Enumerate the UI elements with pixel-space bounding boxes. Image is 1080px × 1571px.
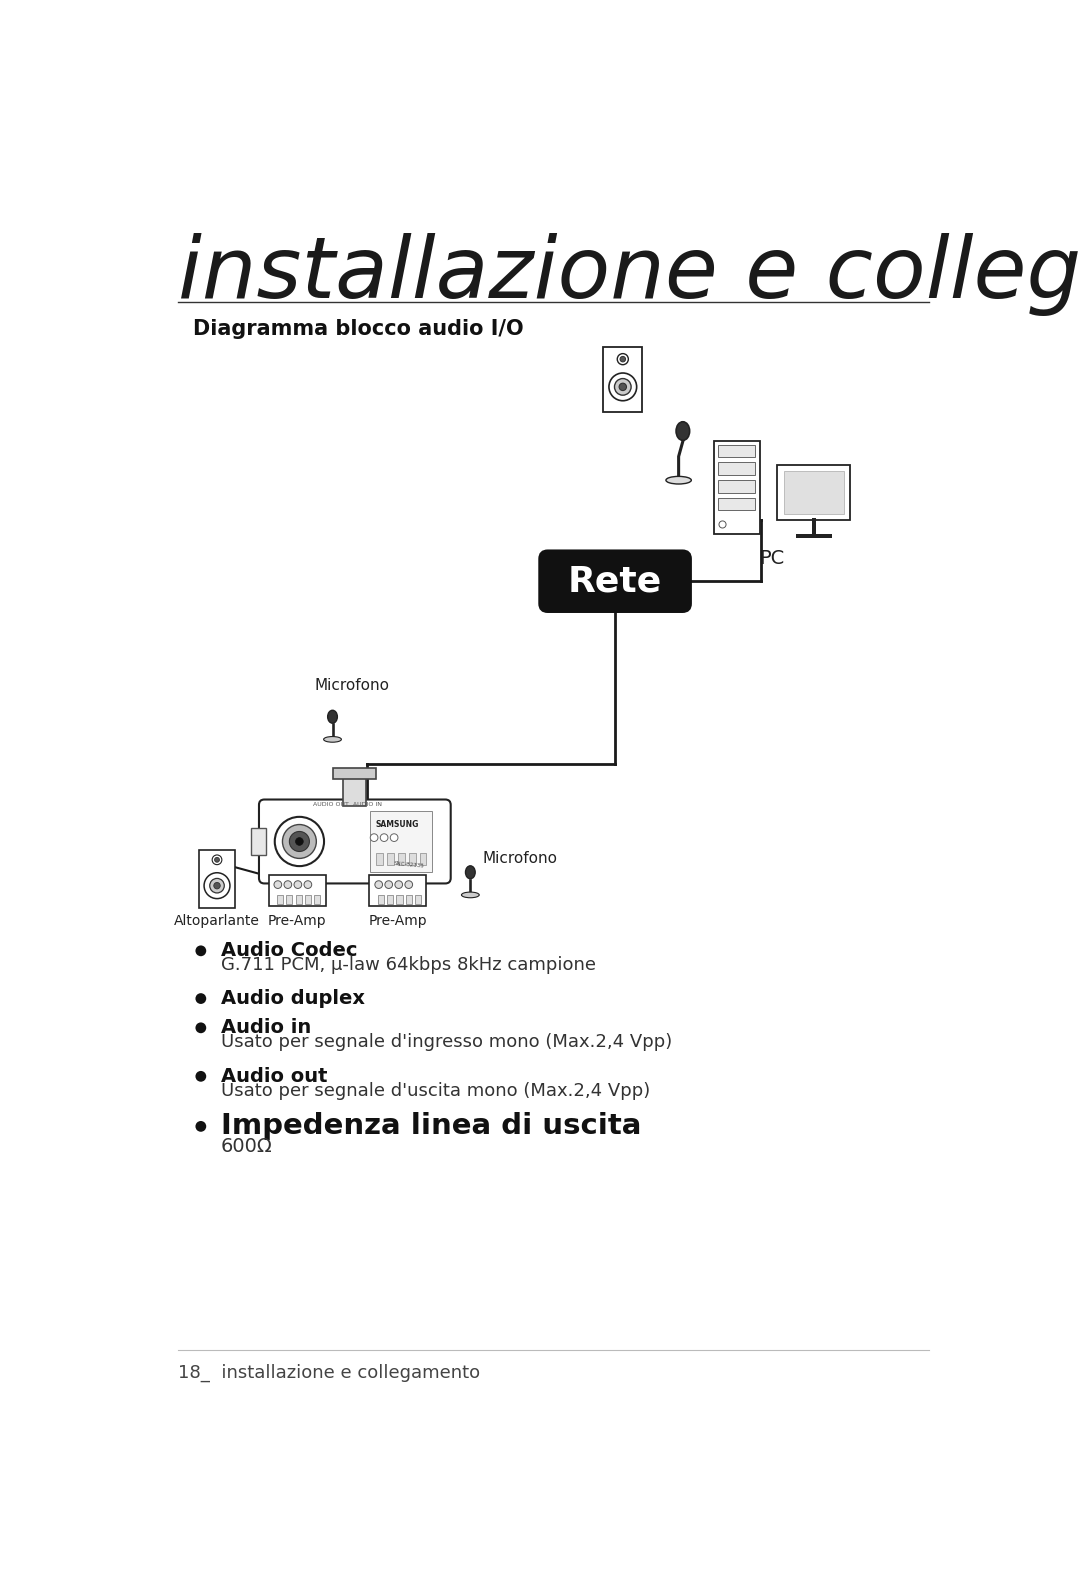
Bar: [314, 894, 320, 903]
Circle shape: [618, 353, 629, 364]
Text: Audio out: Audio out: [220, 1067, 327, 1086]
Text: Rete: Rete: [568, 564, 662, 599]
Ellipse shape: [465, 866, 475, 878]
Ellipse shape: [327, 710, 337, 723]
Ellipse shape: [324, 737, 341, 742]
Text: 18_  installazione e collegamento: 18_ installazione e collegamento: [178, 1364, 480, 1382]
Circle shape: [283, 825, 316, 858]
Bar: [604, 347, 643, 412]
Circle shape: [375, 881, 382, 889]
Bar: [305, 894, 311, 903]
Bar: [370, 811, 432, 872]
Text: Audio duplex: Audio duplex: [220, 990, 365, 1009]
Bar: [387, 894, 393, 903]
Text: Microfono: Microfono: [483, 851, 557, 866]
Bar: [408, 853, 416, 864]
Circle shape: [214, 883, 220, 889]
Bar: [377, 853, 383, 864]
Text: PC: PC: [759, 548, 784, 567]
Circle shape: [204, 873, 230, 899]
Bar: [397, 853, 405, 864]
Circle shape: [215, 858, 219, 862]
Circle shape: [370, 834, 378, 842]
Bar: [415, 894, 421, 903]
Circle shape: [719, 522, 726, 528]
Text: SAMSUNG: SAMSUNG: [376, 820, 419, 829]
Text: 600Ω: 600Ω: [220, 1137, 272, 1156]
Text: Usato per segnale d'uscita mono (Max.2,4 Vpp): Usato per segnale d'uscita mono (Max.2,4…: [220, 1082, 650, 1100]
Circle shape: [195, 946, 206, 957]
Bar: [199, 850, 234, 908]
Circle shape: [620, 357, 625, 361]
Bar: [718, 462, 755, 474]
Circle shape: [384, 881, 392, 889]
Text: Pre-Amp: Pre-Amp: [268, 914, 326, 928]
Circle shape: [284, 881, 292, 889]
Circle shape: [405, 881, 413, 889]
Text: Audio Codec: Audio Codec: [220, 941, 357, 960]
Bar: [406, 894, 411, 903]
Bar: [378, 894, 384, 903]
Text: SNC-B2335: SNC-B2335: [393, 861, 424, 869]
Bar: [334, 768, 377, 779]
Circle shape: [289, 831, 309, 851]
Circle shape: [195, 1122, 206, 1131]
Ellipse shape: [461, 892, 480, 897]
Bar: [251, 828, 266, 855]
Text: AUDIO OUT  AUDIO IN: AUDIO OUT AUDIO IN: [312, 803, 381, 807]
FancyBboxPatch shape: [540, 551, 690, 611]
Ellipse shape: [676, 421, 690, 440]
Text: Impedenza linea di uscita: Impedenza linea di uscita: [220, 1112, 642, 1141]
Bar: [343, 776, 366, 806]
Bar: [387, 853, 394, 864]
Circle shape: [212, 855, 221, 864]
Circle shape: [294, 881, 301, 889]
Circle shape: [615, 379, 631, 396]
Bar: [296, 894, 301, 903]
Text: Pre-Amp: Pre-Amp: [368, 914, 428, 928]
Bar: [396, 894, 403, 903]
Circle shape: [609, 372, 637, 401]
Bar: [718, 481, 755, 493]
FancyBboxPatch shape: [259, 800, 450, 883]
Bar: [784, 471, 843, 514]
Bar: [718, 445, 755, 457]
Text: Diagramma blocco audio I/O: Diagramma blocco audio I/O: [193, 319, 524, 339]
Bar: [369, 875, 427, 906]
Circle shape: [305, 881, 312, 889]
Circle shape: [210, 878, 225, 892]
Circle shape: [619, 383, 626, 391]
Bar: [714, 441, 759, 534]
Circle shape: [195, 1071, 206, 1082]
Bar: [286, 894, 293, 903]
Circle shape: [195, 1023, 206, 1034]
Bar: [278, 894, 283, 903]
Text: installazione e collegamento: installazione e collegamento: [178, 233, 1080, 316]
Text: Audio in: Audio in: [220, 1018, 311, 1037]
Bar: [718, 498, 755, 511]
Text: Altoparlante: Altoparlante: [174, 914, 260, 928]
Circle shape: [195, 993, 206, 1004]
Text: Usato per segnale d'ingresso mono (Max.2,4 Vpp): Usato per segnale d'ingresso mono (Max.2…: [220, 1034, 672, 1051]
Circle shape: [296, 837, 303, 845]
Circle shape: [274, 817, 324, 866]
Circle shape: [274, 881, 282, 889]
Bar: [269, 875, 325, 906]
Text: G.711 PCM, μ-law 64kbps 8kHz campione: G.711 PCM, μ-law 64kbps 8kHz campione: [220, 957, 596, 974]
Circle shape: [395, 881, 403, 889]
Text: Microfono: Microfono: [314, 677, 390, 693]
Circle shape: [390, 834, 397, 842]
Bar: [778, 465, 850, 520]
Bar: [419, 853, 427, 864]
Ellipse shape: [666, 476, 691, 484]
Circle shape: [380, 834, 388, 842]
